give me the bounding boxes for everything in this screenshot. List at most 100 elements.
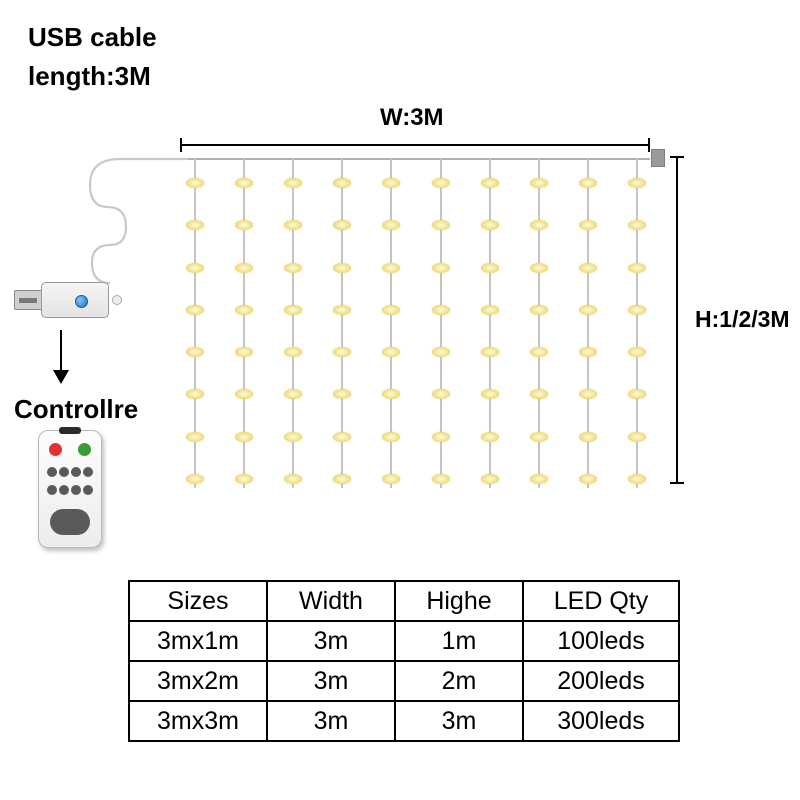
led-icon [530, 389, 548, 399]
led-icon [186, 347, 204, 357]
table-cell: 3m [267, 621, 395, 661]
led-icon [284, 389, 302, 399]
table-cell: 300leds [523, 701, 679, 741]
led-icon [432, 178, 450, 188]
light-strand [587, 158, 589, 488]
rail-end-cap-icon [651, 149, 665, 167]
curtain-top-rail [186, 158, 650, 160]
usb-mode-button-icon [75, 295, 88, 308]
light-strand [341, 158, 343, 488]
led-icon [579, 305, 597, 315]
led-icon [382, 263, 400, 273]
table-cell: 200leds [523, 661, 679, 701]
usb-plug-icon [14, 290, 42, 310]
light-strand [243, 158, 245, 488]
led-icon [432, 474, 450, 484]
led-icon [284, 305, 302, 315]
led-icon [333, 305, 351, 315]
led-icon [284, 178, 302, 188]
led-icon [530, 178, 548, 188]
led-icon [432, 220, 450, 230]
led-icon [235, 432, 253, 442]
width-dimension-label: W:3M [380, 104, 444, 132]
led-icon [382, 432, 400, 442]
light-strand [636, 158, 638, 488]
led-icon [284, 263, 302, 273]
col-ledqty: LED Qty [523, 581, 679, 621]
led-icon [628, 305, 646, 315]
led-icon [481, 432, 499, 442]
remote-ir-icon [59, 427, 81, 434]
led-icon [432, 432, 450, 442]
light-strand [292, 158, 294, 488]
led-icon [186, 305, 204, 315]
remote-button-row [47, 485, 93, 495]
led-icon [481, 389, 499, 399]
usb-cable-exit-icon [112, 295, 122, 305]
led-icon [235, 305, 253, 315]
arrow-down-icon [60, 330, 62, 382]
light-strand [390, 158, 392, 488]
light-strand [538, 158, 540, 488]
led-icon [284, 347, 302, 357]
led-icon [628, 178, 646, 188]
led-icon [284, 432, 302, 442]
led-icon [530, 347, 548, 357]
led-curtain-diagram [180, 158, 650, 488]
led-icon [530, 432, 548, 442]
light-strand [489, 158, 491, 488]
led-icon [382, 178, 400, 188]
light-strand [440, 158, 442, 488]
remote-power-button-icon [49, 443, 62, 456]
remote-control-icon [38, 430, 102, 548]
table-cell: 3m [267, 661, 395, 701]
led-icon [382, 347, 400, 357]
width-dimension-line [180, 138, 650, 152]
led-icon [284, 474, 302, 484]
usb-length-label: length:3M [28, 57, 157, 96]
led-icon [481, 178, 499, 188]
led-icon [530, 263, 548, 273]
height-dimension-line [670, 156, 684, 484]
table-cell: 3mx1m [129, 621, 267, 661]
table-row: 3mx2m3m2m200leds [129, 661, 679, 701]
led-icon [333, 347, 351, 357]
led-icon [481, 347, 499, 357]
table-cell: 3mx2m [129, 661, 267, 701]
led-icon [628, 389, 646, 399]
led-icon [628, 220, 646, 230]
led-icon [628, 347, 646, 357]
led-icon [579, 474, 597, 484]
col-sizes: Sizes [129, 581, 267, 621]
remote-large-button-icon [50, 509, 90, 535]
table-cell: 100leds [523, 621, 679, 661]
led-icon [628, 263, 646, 273]
header-block: USB cable length:3M [28, 18, 157, 96]
usb-body-icon [41, 282, 109, 318]
led-icon [186, 389, 204, 399]
table-cell: 3m [395, 701, 523, 741]
led-icon [333, 474, 351, 484]
controller-label: Controllre [14, 394, 138, 425]
led-icon [382, 220, 400, 230]
led-icon [432, 305, 450, 315]
usb-cable-label: USB cable [28, 18, 157, 57]
led-icon [382, 474, 400, 484]
led-icon [333, 178, 351, 188]
led-icon [333, 220, 351, 230]
usb-cable-icon [70, 155, 200, 295]
table-header-row: Sizes Width Highe LED Qty [129, 581, 679, 621]
led-icon [333, 389, 351, 399]
led-icon [235, 389, 253, 399]
table-cell: 3mx3m [129, 701, 267, 741]
led-icon [628, 474, 646, 484]
usb-controller-icon [14, 278, 114, 322]
led-icon [284, 220, 302, 230]
led-icon [481, 474, 499, 484]
table-row: 3mx1m3m1m100leds [129, 621, 679, 661]
led-icon [481, 263, 499, 273]
table-cell: 3m [267, 701, 395, 741]
led-icon [432, 263, 450, 273]
remote-button-row [47, 467, 93, 477]
led-icon [235, 347, 253, 357]
